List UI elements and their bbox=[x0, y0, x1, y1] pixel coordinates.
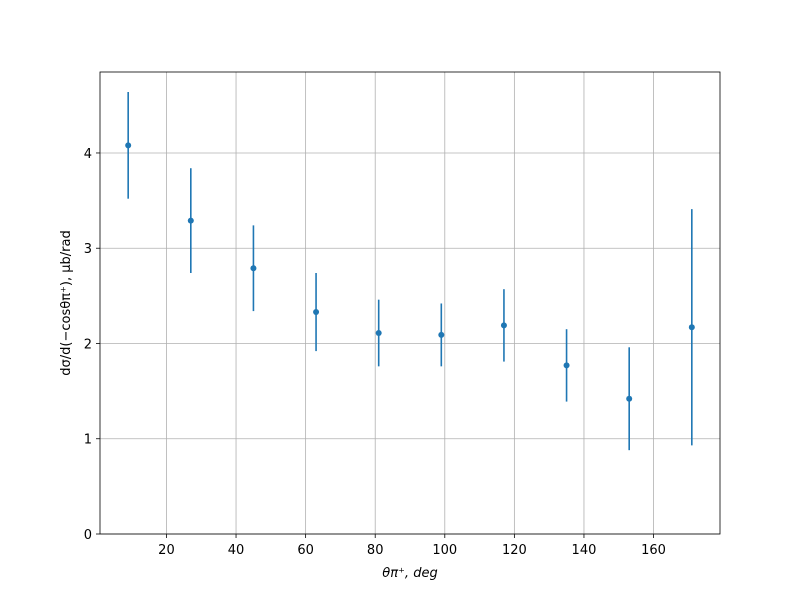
x-tick-label: 100 bbox=[432, 543, 457, 558]
data-point bbox=[375, 330, 382, 337]
data-point bbox=[438, 331, 445, 338]
x-tick-label: 60 bbox=[297, 543, 314, 558]
y-tick-label: 0 bbox=[84, 528, 92, 543]
x-tick-label: 140 bbox=[572, 543, 597, 558]
data-point bbox=[313, 309, 320, 316]
y-tick-label: 3 bbox=[84, 242, 92, 257]
x-tick-label: 40 bbox=[228, 543, 245, 558]
y-tick-label: 2 bbox=[84, 337, 92, 352]
data-point bbox=[688, 324, 695, 331]
data-point bbox=[187, 217, 194, 224]
plot-frame bbox=[99, 71, 721, 535]
x-tick-label: 160 bbox=[641, 543, 666, 558]
data-point bbox=[626, 395, 633, 402]
x-tick-label: 20 bbox=[158, 543, 175, 558]
x-axis-label: θπ⁺, deg bbox=[382, 566, 437, 581]
data-point bbox=[563, 362, 570, 369]
x-tick-label: 120 bbox=[502, 543, 527, 558]
data-point bbox=[250, 265, 257, 272]
y-tick-label: 4 bbox=[84, 147, 92, 162]
data-point bbox=[125, 142, 132, 149]
y-axis-label: dσ/d(−cosθπ⁺), μb/rad bbox=[59, 230, 74, 375]
x-tick-label: 80 bbox=[367, 543, 384, 558]
data-point bbox=[500, 322, 507, 329]
y-tick-label: 1 bbox=[84, 433, 92, 448]
